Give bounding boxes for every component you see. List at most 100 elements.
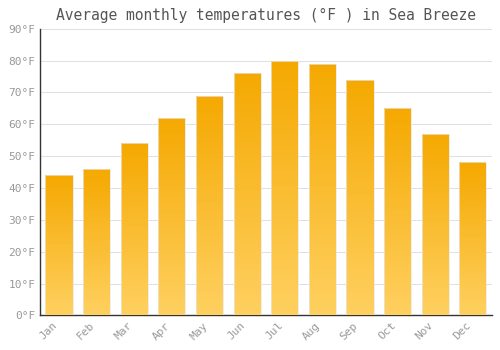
Bar (271, 242, 298, 245)
Bar (460, 248, 486, 250)
Bar (309, 218, 336, 221)
Bar (83, 207, 110, 209)
Bar (234, 261, 260, 264)
Bar (422, 216, 449, 218)
Bar (271, 248, 298, 252)
Bar (83, 193, 110, 195)
Bar (120, 292, 148, 294)
Bar (46, 216, 72, 217)
Bar (196, 304, 223, 307)
Bar (271, 293, 298, 296)
Bar (234, 313, 260, 315)
Bar (83, 224, 110, 226)
Bar (158, 145, 186, 147)
Bar (309, 124, 336, 127)
Bar (234, 273, 260, 276)
Bar (309, 161, 336, 164)
Bar (422, 266, 449, 268)
Bar (83, 215, 110, 217)
Bar (83, 270, 110, 272)
Bar (158, 291, 186, 293)
Bar (234, 279, 260, 282)
Bar (46, 226, 72, 228)
Bar (83, 202, 110, 204)
Bar (346, 94, 374, 97)
Bar (158, 167, 186, 170)
Bar (234, 182, 260, 185)
Bar (271, 61, 298, 315)
Bar (234, 155, 260, 158)
Bar (234, 173, 260, 176)
Bar (196, 299, 223, 302)
Bar (422, 295, 449, 297)
Bar (46, 244, 72, 245)
Bar (234, 216, 260, 218)
Bar (422, 272, 449, 274)
Bar (234, 285, 260, 288)
Bar (460, 180, 486, 182)
Bar (460, 302, 486, 304)
Bar (158, 256, 186, 259)
Bar (309, 79, 336, 83)
Bar (158, 254, 186, 256)
Bar (346, 145, 374, 147)
Bar (346, 165, 374, 168)
Bar (309, 202, 336, 205)
Bar (422, 175, 449, 177)
Bar (83, 233, 110, 235)
Bar (460, 216, 486, 218)
Bar (158, 147, 186, 150)
Bar (309, 98, 336, 101)
Bar (234, 89, 260, 91)
Bar (46, 195, 72, 196)
Bar (460, 183, 486, 186)
Bar (422, 147, 449, 150)
Bar (422, 293, 449, 295)
Bar (120, 229, 148, 232)
Bar (309, 278, 336, 281)
Bar (309, 259, 336, 262)
Bar (271, 191, 298, 194)
Bar (196, 233, 223, 236)
Bar (234, 73, 260, 76)
Bar (384, 121, 411, 124)
Bar (460, 260, 486, 262)
Bar (271, 268, 298, 271)
Bar (196, 134, 223, 137)
Bar (46, 210, 72, 212)
Bar (460, 162, 486, 164)
Bar (120, 144, 148, 315)
Bar (384, 173, 411, 176)
Bar (422, 213, 449, 216)
Bar (384, 302, 411, 305)
Bar (234, 210, 260, 212)
Bar (158, 231, 186, 234)
Bar (422, 240, 449, 243)
Bar (46, 179, 72, 181)
Bar (158, 150, 186, 153)
Bar (196, 302, 223, 304)
Bar (83, 260, 110, 262)
Bar (234, 246, 260, 249)
Bar (46, 307, 72, 308)
Bar (158, 197, 186, 199)
Bar (422, 166, 449, 168)
Bar (234, 252, 260, 255)
Bar (384, 152, 411, 155)
Bar (196, 252, 223, 255)
Bar (460, 182, 486, 183)
Bar (196, 178, 223, 181)
Bar (309, 300, 336, 303)
Bar (46, 175, 72, 177)
Bar (309, 67, 336, 70)
Bar (384, 209, 411, 212)
Bar (309, 149, 336, 152)
Bar (384, 225, 411, 228)
Bar (46, 291, 72, 293)
Bar (460, 308, 486, 310)
Bar (120, 296, 148, 298)
Bar (120, 257, 148, 259)
Bar (271, 271, 298, 274)
Bar (234, 231, 260, 234)
Bar (309, 174, 336, 177)
